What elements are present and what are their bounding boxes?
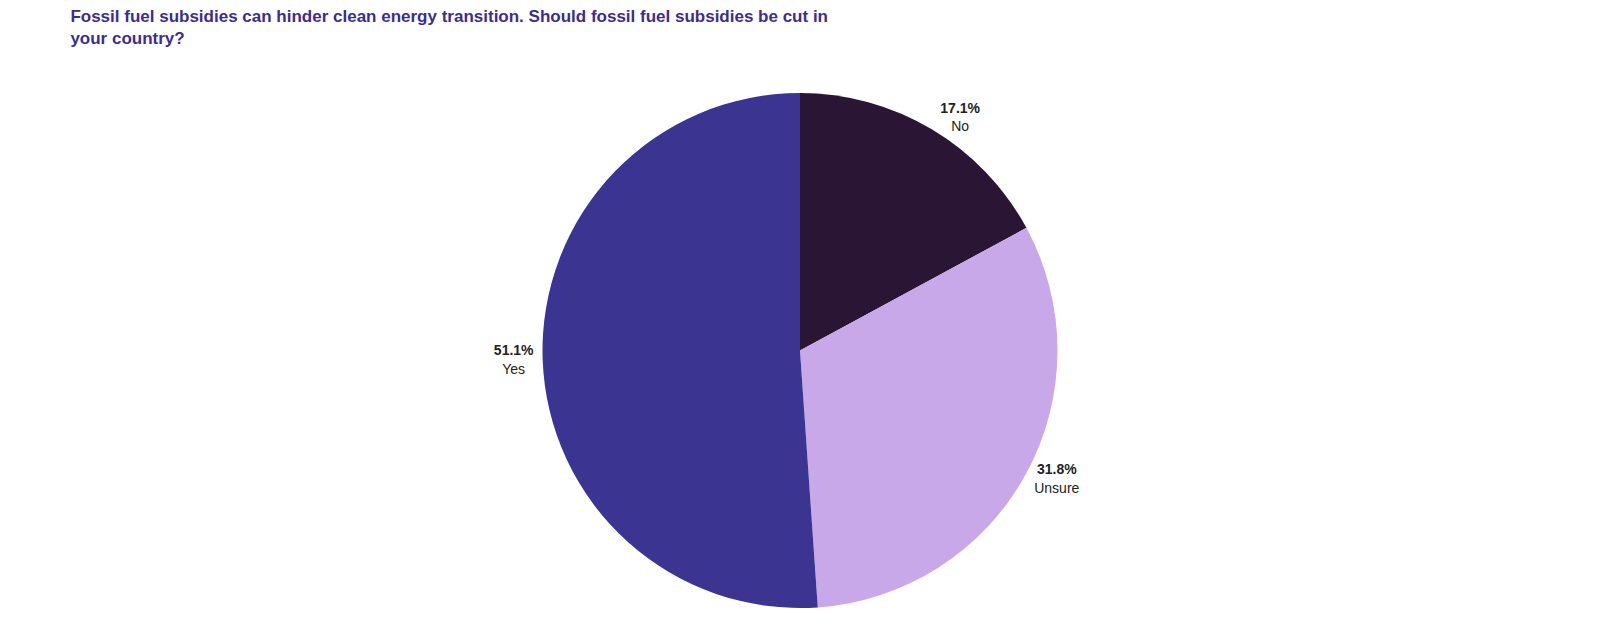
svg-text:Fossil fuel subsidies can hind: Fossil fuel subsidies can hinder clean e… xyxy=(70,7,828,48)
svg-text:51.1%Yes: 51.1%Yes xyxy=(494,342,534,376)
svg-text:31.8%Unsure: 31.8%Unsure xyxy=(1034,461,1079,495)
svg-text:17.1%No: 17.1%No xyxy=(940,100,980,134)
